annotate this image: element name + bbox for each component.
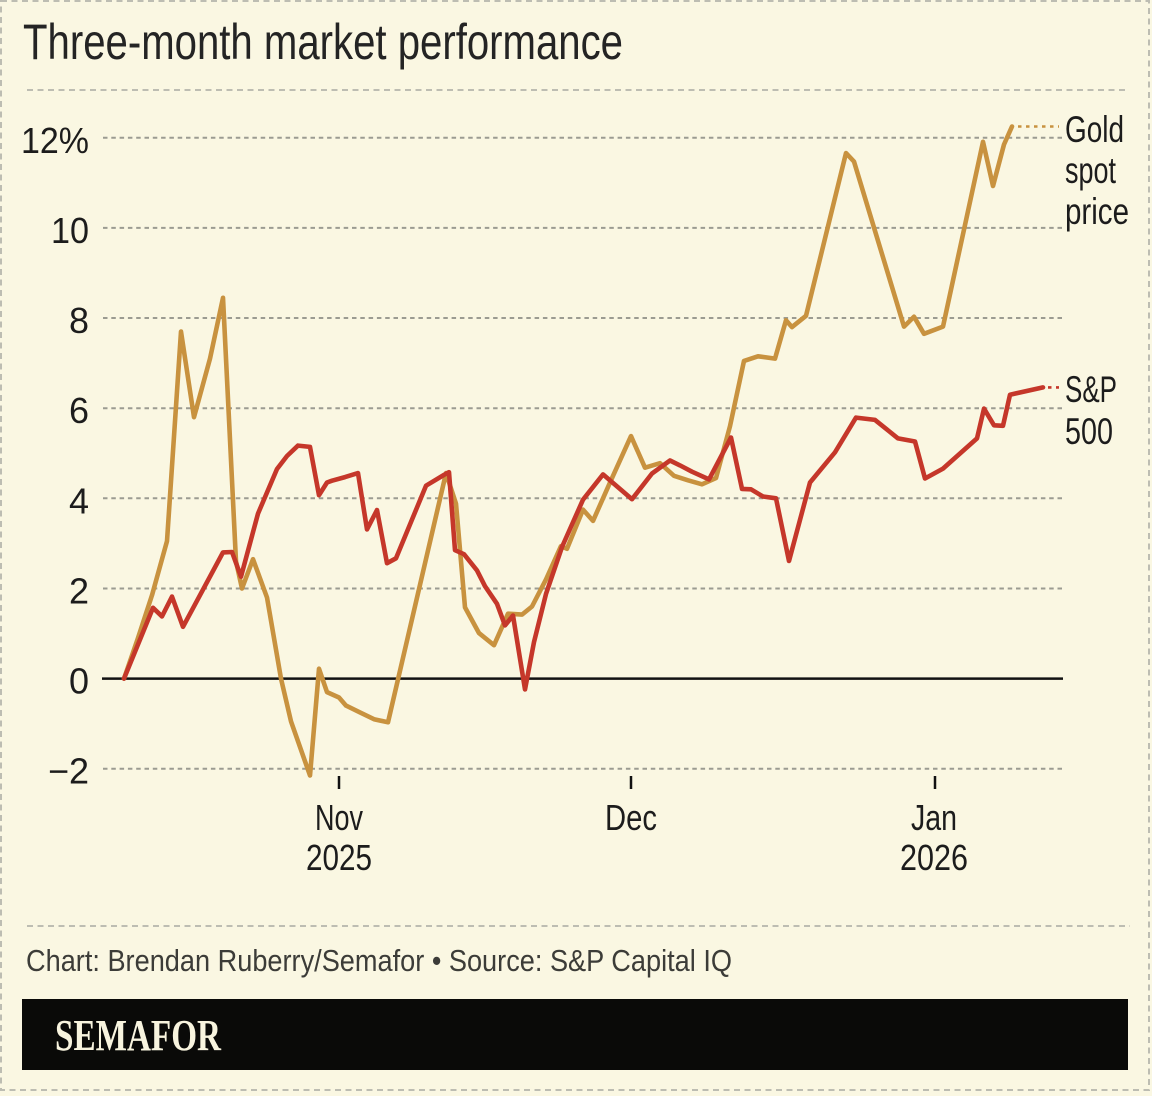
svg-text:SEMAFOR: SEMAFOR <box>55 1011 222 1060</box>
svg-text:2: 2 <box>69 571 89 612</box>
svg-text:0: 0 <box>69 661 89 702</box>
svg-text:8: 8 <box>69 300 89 341</box>
svg-text:spot: spot <box>1065 150 1117 191</box>
svg-text:price: price <box>1065 191 1129 232</box>
svg-text:2025: 2025 <box>306 837 372 878</box>
svg-text:Dec: Dec <box>605 797 657 838</box>
svg-text:Chart: Brendan Ruberry/Semafor: Chart: Brendan Ruberry/Semafor • Source:… <box>26 943 732 978</box>
svg-text:Jan: Jan <box>911 797 957 838</box>
svg-text:Nov: Nov <box>315 797 363 838</box>
svg-text:10: 10 <box>51 210 89 251</box>
svg-text:500: 500 <box>1065 411 1113 452</box>
svg-text:12%: 12% <box>21 120 89 161</box>
svg-text:2026: 2026 <box>900 837 968 878</box>
svg-text:S&P: S&P <box>1065 369 1117 410</box>
svg-text:Three-month market performance: Three-month market performance <box>23 14 623 70</box>
svg-text:Gold: Gold <box>1065 109 1124 150</box>
svg-text:4: 4 <box>69 480 89 521</box>
svg-text:−2: −2 <box>48 751 89 792</box>
svg-text:6: 6 <box>69 390 89 431</box>
